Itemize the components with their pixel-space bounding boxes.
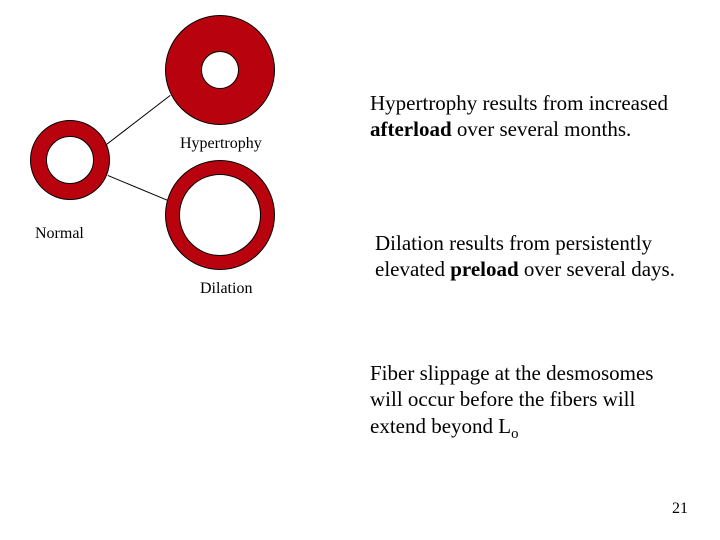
paragraph-hypertrophy: Hypertrophy results from increased after… xyxy=(370,90,690,143)
dilation-ring xyxy=(165,160,275,270)
dilation-ring-lumen xyxy=(179,174,261,256)
hypertrophy-ring xyxy=(165,15,275,125)
page-number: 21 xyxy=(672,500,688,518)
label-normal: Normal xyxy=(35,225,84,243)
normal-ring xyxy=(30,120,110,200)
connector-to-dilation xyxy=(108,175,168,201)
paragraph-fiber-slippage: Fiber slippage at the desmosomes will oc… xyxy=(370,360,690,443)
paragraph-dilation: Dilation results from persistently eleva… xyxy=(375,230,690,283)
label-dilation: Dilation xyxy=(200,280,252,298)
connector-to-hypertrophy xyxy=(105,95,171,146)
hypertrophy-ring-lumen xyxy=(201,51,239,89)
normal-ring-lumen xyxy=(46,136,94,184)
label-hypertrophy: Hypertrophy xyxy=(180,135,262,153)
